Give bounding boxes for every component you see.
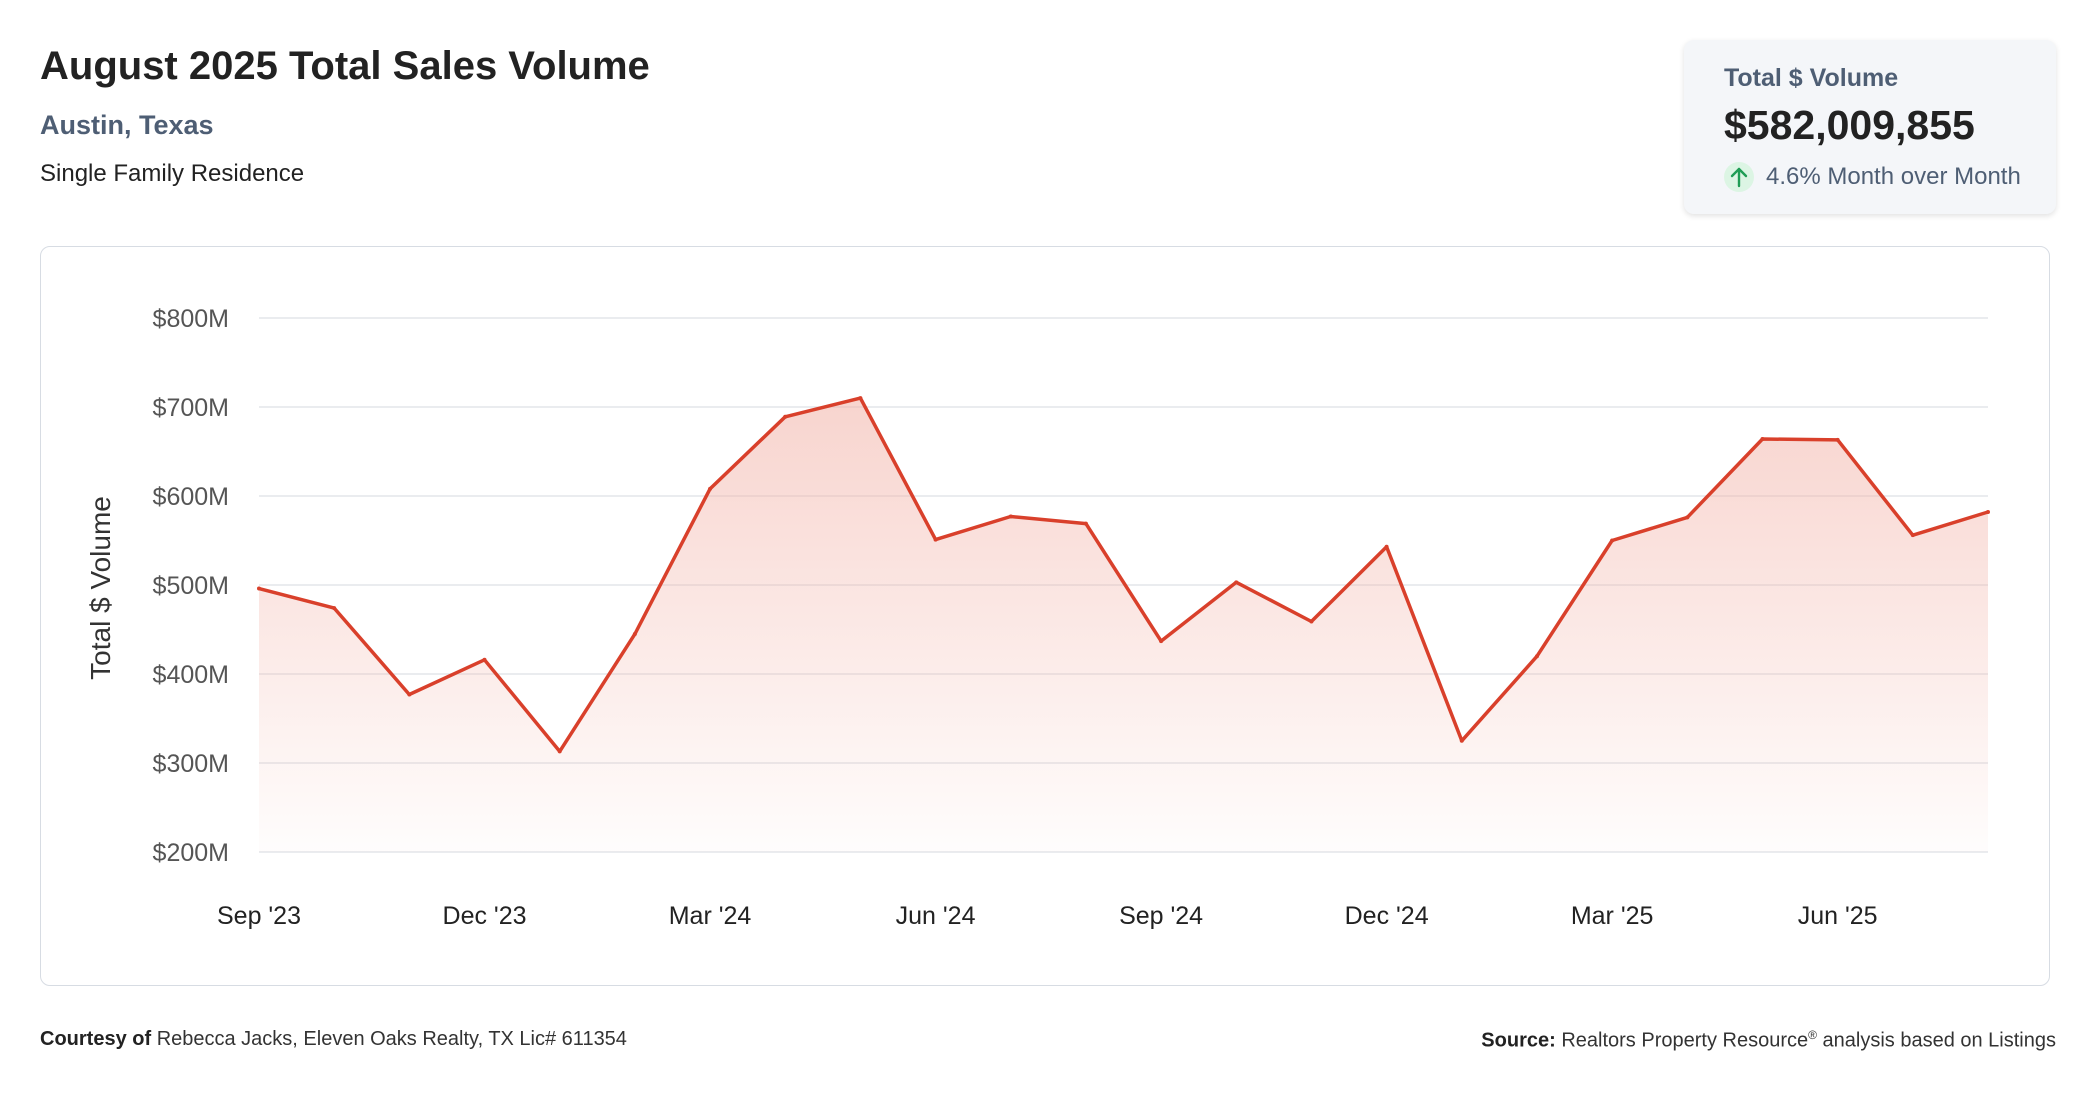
data-point (1234, 580, 1239, 585)
total-volume-card: Total $ Volume $582,009,855 4.6% Month o… (1684, 40, 2056, 214)
data-point (1610, 538, 1615, 543)
data-point (482, 657, 487, 662)
data-point (783, 414, 788, 419)
y-tick-label: $400M (153, 661, 229, 689)
x-tick-label: Mar '24 (669, 902, 752, 930)
x-tick-label: Dec '24 (1345, 902, 1429, 930)
data-point (1384, 544, 1389, 549)
data-point (257, 586, 261, 591)
data-point (632, 631, 637, 636)
data-point (407, 692, 412, 697)
data-point (1459, 738, 1464, 743)
area-fill (259, 398, 1988, 852)
x-tick-label: Dec '23 (443, 902, 527, 930)
property-type-label: Single Family Residence (40, 160, 305, 187)
data-point (1083, 521, 1088, 526)
registered-mark: ® (1808, 1028, 1817, 1042)
page-title: August 2025 Total Sales Volume (40, 44, 650, 88)
data-point (557, 749, 562, 754)
data-point (1986, 510, 1990, 515)
data-point (708, 486, 713, 491)
x-tick-label: Sep '24 (1119, 902, 1203, 930)
y-axis-title: Total $ Volume (85, 496, 116, 680)
data-point (1835, 437, 1840, 442)
source-text: Realtors Property Resource (1561, 1029, 1809, 1052)
data-point (933, 537, 938, 542)
series-line (258, 396, 1989, 754)
y-tick-label: $200M (153, 839, 229, 867)
data-point (1008, 514, 1013, 519)
data-point (332, 606, 337, 611)
y-tick-label: $300M (153, 750, 229, 778)
data-point (1159, 639, 1164, 644)
stat-change: 4.6% Month over Month (1724, 162, 2021, 192)
courtesy-footer: Courtesy of Rebecca Jacks, Eleven Oaks R… (40, 1028, 627, 1051)
data-point (1534, 654, 1539, 659)
x-tick-label: Jun '25 (1798, 902, 1878, 930)
arrow-up-icon (1724, 162, 1754, 192)
x-tick-label: Jun '24 (896, 902, 976, 930)
stat-change-text: 4.6% Month over Month (1766, 163, 2021, 190)
source-label: Source: (1481, 1029, 1556, 1052)
y-tick-label: $800M (153, 305, 229, 333)
data-point (1910, 533, 1915, 538)
y-tick-label: $600M (153, 483, 229, 511)
x-tick-label: Mar '25 (1571, 902, 1654, 930)
x-tick-label: Sep '23 (217, 902, 301, 930)
data-point (1760, 437, 1765, 442)
courtesy-text: Rebecca Jacks, Eleven Oaks Realty, TX Li… (156, 1028, 627, 1050)
location-subtitle: Austin, Texas (40, 110, 214, 140)
courtesy-label: Courtesy of (40, 1028, 152, 1050)
y-tick-label: $500M (153, 572, 229, 600)
stat-label: Total $ Volume (1724, 64, 1899, 92)
y-tick-label: $700M (153, 394, 229, 422)
data-point (1685, 515, 1690, 520)
source-footer: Source: Realtors Property Resource® anal… (1481, 1028, 2056, 1053)
stat-value: $582,009,855 (1724, 102, 1975, 148)
data-point (1309, 619, 1314, 624)
source-suffix: analysis based on Listings (1822, 1029, 2056, 1052)
data-point (858, 396, 863, 401)
